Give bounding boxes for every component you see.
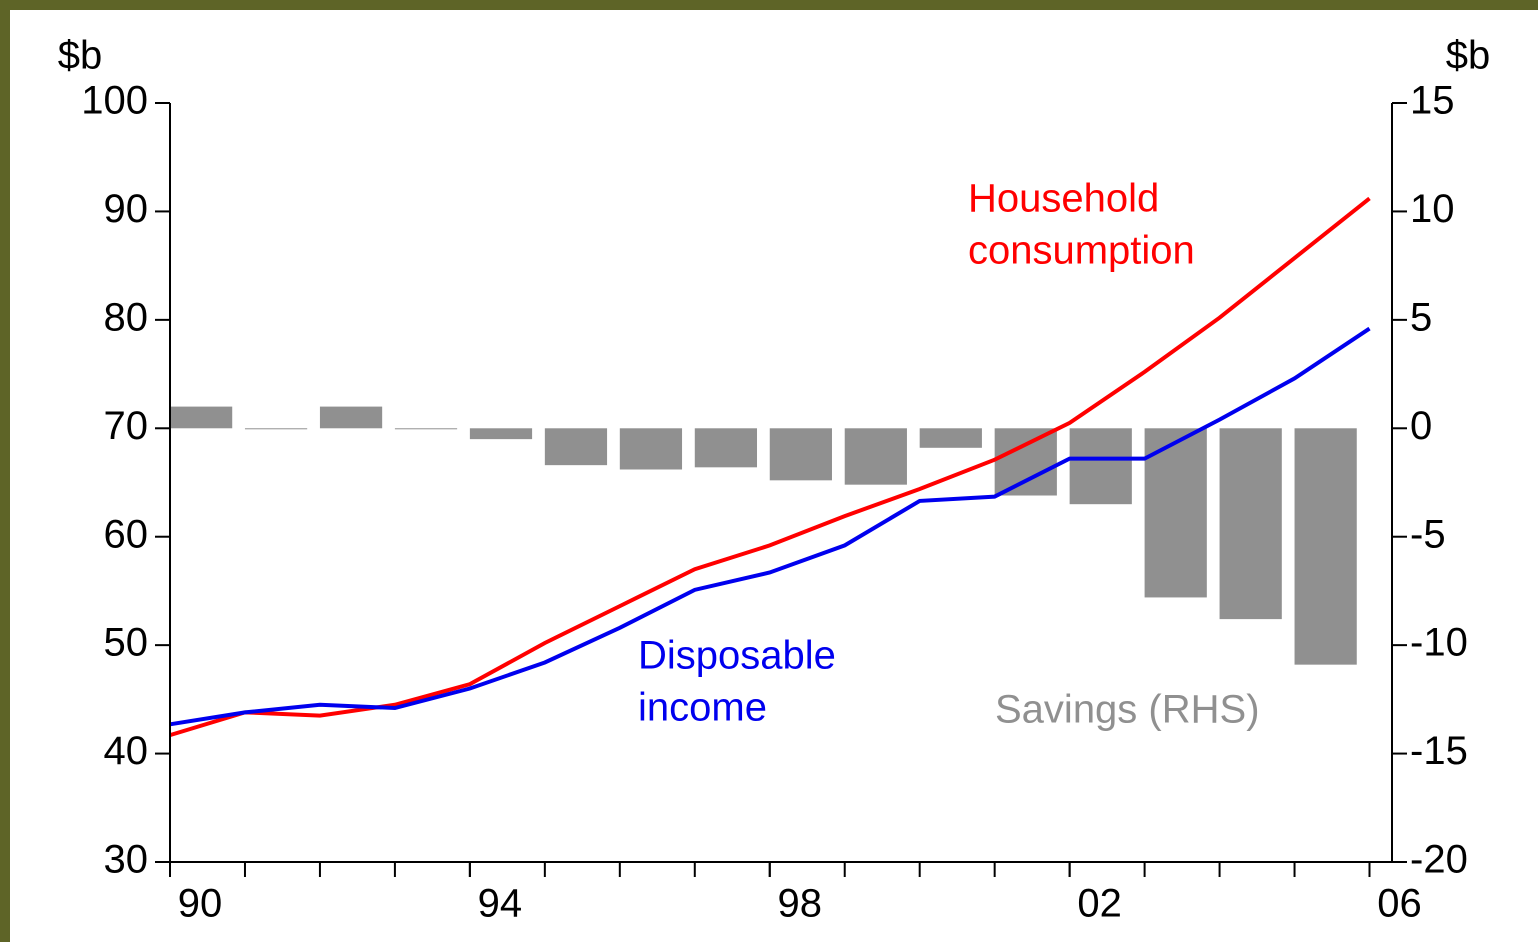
y-tick-label: 100: [81, 79, 148, 123]
annotation: Disposable: [638, 634, 836, 678]
y2-tick-label: 15: [1410, 79, 1455, 123]
bar: [469, 428, 533, 440]
y-tick-label: 40: [104, 729, 149, 773]
y-unit: $b: [58, 34, 103, 78]
y2-tick-label: 10: [1410, 187, 1455, 231]
x-tick-label: 06: [1377, 882, 1422, 926]
y2-tick-label: -10: [1410, 621, 1468, 665]
y-tick-label: 80: [104, 295, 149, 339]
bar: [544, 428, 608, 466]
bar: [394, 428, 458, 430]
x-tick-label: 02: [1077, 882, 1122, 926]
bar: [170, 406, 233, 429]
line: [169, 326, 1371, 727]
y2-tick-label: -20: [1410, 838, 1468, 882]
bar: [1144, 428, 1207, 598]
bar: [694, 428, 758, 468]
bar: [769, 428, 832, 481]
y-tick-label: 30: [104, 838, 149, 882]
y2-tick-label: 0: [1410, 404, 1432, 448]
bar: [919, 428, 982, 448]
bar: [844, 428, 907, 485]
y-tick-label: 70: [104, 404, 149, 448]
y-tick-label: 60: [104, 512, 149, 556]
y-tick-label: 50: [104, 621, 149, 665]
y2-tick-label: -5: [1410, 512, 1446, 556]
y2-unit: $b: [1446, 34, 1491, 78]
y2-tick-label: -15: [1410, 729, 1468, 773]
bar: [319, 406, 383, 429]
annotation: Savings (RHS): [995, 688, 1260, 732]
x-tick-label: 94: [478, 882, 523, 926]
annotation: income: [638, 686, 767, 730]
bar: [244, 428, 308, 430]
annotation: Household: [968, 177, 1159, 221]
x-tick-label: 90: [178, 882, 223, 926]
bar: [1069, 428, 1132, 505]
bar: [619, 428, 683, 470]
annotation: consumption: [968, 229, 1195, 273]
y2-tick-label: 5: [1410, 295, 1432, 339]
x-tick-label: 98: [778, 882, 823, 926]
bar: [1294, 428, 1357, 665]
y-tick-label: 90: [104, 187, 149, 231]
bar: [1219, 428, 1282, 620]
bar: [994, 428, 1057, 496]
